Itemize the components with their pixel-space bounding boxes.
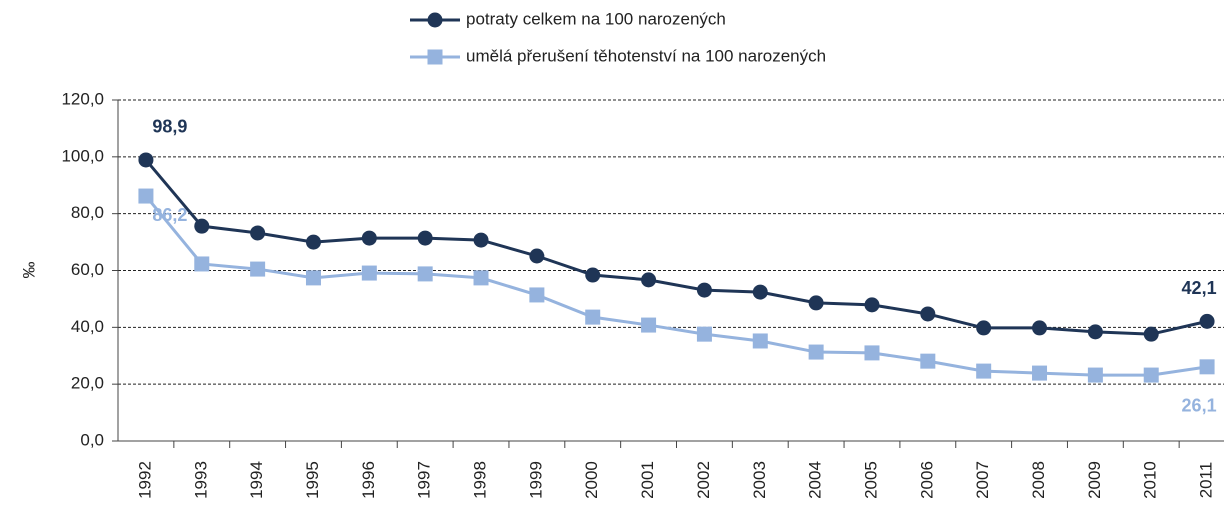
data-point xyxy=(1032,365,1048,381)
x-tick-label: 2003 xyxy=(750,461,769,499)
data-point xyxy=(641,317,657,333)
data-point xyxy=(250,261,266,277)
data-point xyxy=(138,188,154,204)
data-point xyxy=(976,320,992,336)
y-tick-label: 120,0 xyxy=(61,89,104,108)
data-point xyxy=(585,267,601,283)
x-tick-label: 2010 xyxy=(1141,461,1160,499)
y-tick-label: 40,0 xyxy=(71,317,104,336)
series-line xyxy=(144,158,1208,336)
x-tick-label: 2004 xyxy=(806,461,825,499)
y-tick-label: 80,0 xyxy=(71,203,104,222)
data-label: 42,1 xyxy=(1182,278,1217,298)
data-point xyxy=(361,265,377,281)
data-point xyxy=(361,230,377,246)
x-tick-label: 2011 xyxy=(1197,462,1216,499)
data-point xyxy=(1087,367,1103,383)
legend-label: potraty celkem na 100 narozených xyxy=(466,9,726,28)
legend-marker xyxy=(427,12,443,28)
y-tick-label: 0,0 xyxy=(80,430,104,449)
data-point xyxy=(920,353,936,369)
x-tick-label: 2006 xyxy=(917,461,936,499)
data-point xyxy=(585,309,601,325)
x-tick-label: 1999 xyxy=(526,461,545,499)
data-point xyxy=(250,225,266,241)
x-tick-label: 1998 xyxy=(471,461,490,499)
data-point xyxy=(305,270,321,286)
data-point xyxy=(696,326,712,342)
data-label: 26,1 xyxy=(1182,396,1217,416)
data-point xyxy=(1087,324,1103,340)
data-point xyxy=(1143,326,1159,342)
x-tick-label: 2002 xyxy=(694,461,713,499)
y-tick-label: 60,0 xyxy=(71,260,104,279)
x-tick-label: 1997 xyxy=(415,461,434,499)
data-point xyxy=(864,345,880,361)
x-tick-label: 1995 xyxy=(303,461,322,499)
data-point xyxy=(976,363,992,379)
data-label: 86,2 xyxy=(152,205,187,225)
data-point xyxy=(529,287,545,303)
data-point xyxy=(138,152,154,168)
x-tick-label: 2005 xyxy=(861,461,880,499)
data-point xyxy=(752,333,768,349)
data-point xyxy=(305,234,321,250)
data-point xyxy=(1032,320,1048,336)
data-point xyxy=(1143,367,1159,383)
data-point xyxy=(641,272,657,288)
data-point xyxy=(864,297,880,313)
y-tick-label: 20,0 xyxy=(71,374,104,393)
data-point xyxy=(417,230,433,246)
x-tick-label: 2001 xyxy=(638,461,657,499)
data-point xyxy=(808,344,824,360)
data-point xyxy=(808,295,824,311)
data-point xyxy=(194,218,210,234)
x-tick-label: 1994 xyxy=(247,461,266,499)
data-point xyxy=(529,248,545,264)
legend-label: umělá přerušení těhotenství na 100 naroz… xyxy=(466,46,826,65)
data-point xyxy=(696,282,712,298)
data-point xyxy=(194,256,210,272)
data-point xyxy=(417,266,433,282)
data-point xyxy=(752,284,768,300)
x-tick-label: 1993 xyxy=(191,461,210,499)
x-tick-label: 2008 xyxy=(1029,461,1048,499)
data-label: 98,9 xyxy=(152,117,187,137)
y-tick-label: 100,0 xyxy=(61,146,104,165)
legend-marker xyxy=(427,49,443,65)
x-tick-label: 2007 xyxy=(973,461,992,499)
data-point xyxy=(1199,313,1215,329)
x-tick-label: 1996 xyxy=(359,461,378,499)
x-tick-label: 2009 xyxy=(1085,461,1104,499)
y-axis-label: ‰ xyxy=(19,262,38,279)
data-point xyxy=(473,270,489,286)
x-tick-label: 2000 xyxy=(582,461,601,499)
data-point xyxy=(920,306,936,322)
data-point xyxy=(1199,359,1215,375)
series-line xyxy=(144,195,1208,377)
x-tick-label: 1992 xyxy=(135,461,154,499)
data-point xyxy=(473,232,489,248)
